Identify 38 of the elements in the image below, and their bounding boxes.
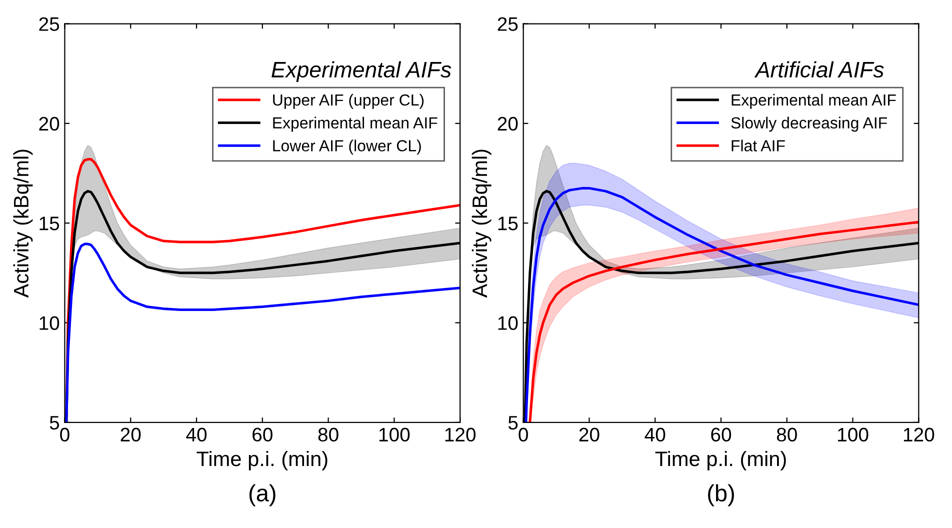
y-axis-title: Activity (kBq/ml) xyxy=(13,150,33,298)
y-tick-label: 15 xyxy=(40,216,60,230)
x-tick-label: 0 xyxy=(518,428,528,442)
x-tick-label: 80 xyxy=(776,428,797,442)
x-tick-label: 60 xyxy=(711,428,732,442)
x-tick-label: 120 xyxy=(904,428,934,442)
y-tick-label: 5 xyxy=(508,416,518,430)
x-tick-label: 80 xyxy=(318,428,338,442)
y-tick-label: 20 xyxy=(39,116,60,131)
text: (b) xyxy=(708,484,734,506)
legend-label: Upper AIF (upper CL) xyxy=(273,94,424,109)
x-tick-label: 0 xyxy=(60,428,70,442)
text: Artificial AIFs xyxy=(754,61,884,78)
y-tick-label: 5 xyxy=(50,416,60,430)
x-tick-label: 40 xyxy=(186,428,207,442)
x-tick-label: 100 xyxy=(838,428,868,442)
y-tick-label: 20 xyxy=(498,116,518,131)
x-axis-title: Time p.i. (min) xyxy=(196,450,328,470)
x-tick-label: 20 xyxy=(120,428,141,442)
x-axis-title: Time p.i. (min) xyxy=(655,450,786,470)
legend-label: Experimental mean AIF xyxy=(273,116,438,132)
y-axis-title: Activity (kBq/ml) xyxy=(472,150,492,298)
x-tick-label: 40 xyxy=(644,428,666,442)
x-tick-label: 120 xyxy=(445,428,476,442)
legend-label: Experimental mean AIF xyxy=(732,94,896,109)
y-tick-label: 25 xyxy=(39,17,60,31)
y-tick-label: 25 xyxy=(498,17,518,31)
legend-label: Lower AIF (lower CL) xyxy=(273,140,421,155)
y-tick-label: 10 xyxy=(40,316,60,330)
text: (a) xyxy=(249,484,276,506)
text: Experimental AIFs xyxy=(272,61,452,82)
x-tick-label: 20 xyxy=(579,428,600,442)
x-tick-label: 100 xyxy=(379,428,410,442)
x-tick-label: 60 xyxy=(252,428,272,442)
y-tick-label: 15 xyxy=(498,216,518,230)
legend-label: Slowly decreasing AIF xyxy=(731,116,887,132)
y-tick-label: 10 xyxy=(498,316,518,330)
legend-label: Flat AIF xyxy=(732,140,785,152)
